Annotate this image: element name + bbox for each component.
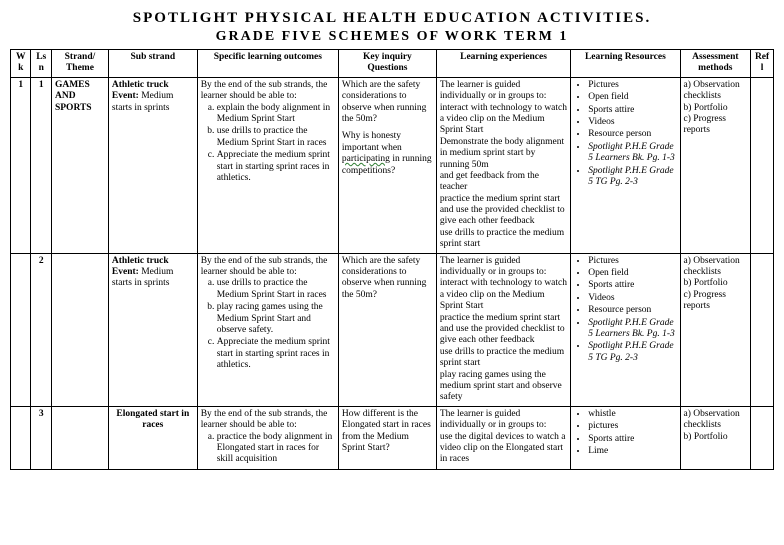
- lr-item: Sports attire: [588, 105, 676, 116]
- lr-list: whistlepictures Sports attireLime: [574, 409, 676, 458]
- cell-wk: [11, 406, 31, 469]
- cell-lr: PicturesOpen fieldSports attire VideosRes…: [571, 253, 680, 406]
- le-intro: The learner is guided individually or in…: [440, 80, 567, 103]
- le-line: use drills to practice the medium sprint…: [440, 347, 567, 370]
- le-line: interact with technology to watch a vide…: [440, 278, 567, 312]
- lr-item: Sports attire: [588, 434, 676, 445]
- cell-wk: 1: [11, 77, 31, 253]
- cell-sub-strand: Athletic truck Event: Medium starts in s…: [108, 77, 197, 253]
- lr-list: PicturesOpen fieldSports attire VideosRes…: [574, 256, 676, 365]
- lr-item: pictures: [588, 421, 676, 432]
- slo-item: play racing games using the Medium Sprin…: [217, 302, 335, 336]
- lr-item: Spotlight P.H.E Grade 5 Learners Bk. Pg.…: [588, 318, 676, 341]
- cell-am: a) Observation checklists b) Portfolio c…: [680, 77, 751, 253]
- cell-strand: GAMES AND SPORTS: [51, 77, 108, 253]
- le-line: use the digital devices to watch a video…: [440, 432, 567, 466]
- lr-item: Sports attire: [588, 280, 676, 291]
- kiq-para: Why is honesty important when participat…: [342, 131, 433, 177]
- lr-item: Open field: [588, 92, 676, 103]
- cell-slo: By the end of the sub strands, the learn…: [197, 253, 338, 406]
- slo-item: practice the body alignment in Elongated…: [217, 432, 335, 466]
- slo-item: use drills to practice the Medium Sprint…: [217, 278, 335, 301]
- cell-refl: [751, 253, 774, 406]
- slo-list: explain the body alignment in Medium Spr…: [201, 103, 335, 185]
- kiq-para: How different is the Elongated start in …: [342, 409, 433, 455]
- le-line: Demonstrate the body alignment in medium…: [440, 137, 567, 171]
- lr-item: Spotlight P.H.E Grade 5 TG Pg. 2-3: [588, 341, 676, 364]
- cell-refl: [751, 406, 774, 469]
- slo-item: use drills to practice the Medium Sprint…: [217, 126, 335, 149]
- cell-kiq: How different is the Elongated start in …: [338, 406, 436, 469]
- cell-sub-strand: Athletic truck Event: Medium starts in s…: [108, 253, 197, 406]
- lr-item: Spotlight P.H.E Grade 5 TG Pg. 2-3: [588, 166, 676, 189]
- kiq-para: Which are the safety considerations to o…: [342, 80, 433, 126]
- cell-lsn: 2: [31, 253, 51, 406]
- le-intro: The learner is guided individually or in…: [440, 409, 567, 432]
- kiq-wavy-word: participating: [342, 154, 390, 164]
- lr-item: Pictures: [588, 80, 676, 91]
- table-row: 3 Elongated start in racesBy the end of t…: [11, 406, 774, 469]
- col-header-kiq: Key inquiry Questions: [338, 50, 436, 78]
- cell-refl: [751, 77, 774, 253]
- lr-item: Open field: [588, 268, 676, 279]
- col-header-refl: Ref l: [751, 50, 774, 78]
- cell-le: The learner is guided individually or in…: [436, 253, 570, 406]
- col-header-lr: Learning Resources: [571, 50, 680, 78]
- col-header-le: Learning experiences: [436, 50, 570, 78]
- slo-intro: By the end of the sub strands, the learn…: [201, 80, 335, 103]
- cell-strand: [51, 406, 108, 469]
- cell-slo: By the end of the sub strands, the learn…: [197, 406, 338, 469]
- lr-item: Videos: [588, 117, 676, 128]
- le-intro: The learner is guided individually or in…: [440, 256, 567, 279]
- le-line: play racing games using the medium sprin…: [440, 370, 567, 404]
- lr-item: Resource person: [588, 305, 676, 316]
- le-line: practice the medium sprint start and use…: [440, 194, 567, 228]
- col-header-strand: Strand/ Theme: [51, 50, 108, 78]
- lr-item: whistle: [588, 409, 676, 420]
- slo-intro: By the end of the sub strands, the learn…: [201, 409, 335, 432]
- le-line: use drills to practice the medium sprint…: [440, 228, 567, 251]
- slo-intro: By the end of the sub strands, the learn…: [201, 256, 335, 279]
- cell-le: The learner is guided individually or in…: [436, 77, 570, 253]
- table-header-row: Wk Ls n Strand/ Theme Sub strand Specifi…: [11, 50, 774, 78]
- col-header-lsn: Ls n: [31, 50, 51, 78]
- col-header-sub: Sub strand: [108, 50, 197, 78]
- cell-slo: By the end of the sub strands, the learn…: [197, 77, 338, 253]
- cell-kiq: Which are the safety considerations to o…: [338, 77, 436, 253]
- lr-item: Videos: [588, 293, 676, 304]
- lr-item: Lime: [588, 446, 676, 457]
- page-title: SPOTLIGHT PHYSICAL HEALTH EDUCATION ACTI…: [10, 10, 774, 27]
- table-row: 2 Athletic truck Event: Medium starts in …: [11, 253, 774, 406]
- slo-list: use drills to practice the Medium Sprint…: [201, 278, 335, 371]
- le-line: practice the medium sprint start and use…: [440, 313, 567, 347]
- cell-am: a) Observation checklists b) Portfolio c…: [680, 253, 751, 406]
- col-header-am: Assessment methods: [680, 50, 751, 78]
- slo-item: Appreciate the medium sprint start in st…: [217, 150, 335, 184]
- cell-strand: [51, 253, 108, 406]
- slo-item: explain the body alignment in Medium Spr…: [217, 103, 335, 126]
- cell-lr: PicturesOpen field Sports attireVideosRes…: [571, 77, 680, 253]
- col-header-wk: Wk: [11, 50, 31, 78]
- cell-lsn: 3: [31, 406, 51, 469]
- cell-lsn: 1: [31, 77, 51, 253]
- cell-lr: whistlepictures Sports attireLime: [571, 406, 680, 469]
- cell-le: The learner is guided individually or in…: [436, 406, 570, 469]
- cell-am: a) Observation checklists b) Portfolio: [680, 406, 751, 469]
- lr-item: Pictures: [588, 256, 676, 267]
- page-subtitle: GRADE FIVE SCHEMES OF WORK TERM 1: [10, 29, 774, 45]
- cell-sub-strand: Elongated start in races: [108, 406, 197, 469]
- cell-wk: [11, 253, 31, 406]
- slo-list: practice the body alignment in Elongated…: [201, 432, 335, 466]
- lr-item: Spotlight P.H.E Grade 5 Learners Bk. Pg.…: [588, 142, 676, 165]
- col-header-slo: Specific learning outcomes: [197, 50, 338, 78]
- le-line: interact with technology to watch a vide…: [440, 103, 567, 137]
- kiq-para: Which are the safety considerations to o…: [342, 256, 433, 302]
- slo-item: Appreciate the medium sprint start in st…: [217, 337, 335, 371]
- lr-list: PicturesOpen field Sports attireVideosRes…: [574, 80, 676, 189]
- cell-kiq: Which are the safety considerations to o…: [338, 253, 436, 406]
- table-row: 11GAMES AND SPORTSAthletic truck Event: …: [11, 77, 774, 253]
- lr-item: Resource person: [588, 129, 676, 140]
- le-line: and get feedback from the teacher: [440, 171, 567, 194]
- scheme-table: Wk Ls n Strand/ Theme Sub strand Specifi…: [10, 49, 774, 470]
